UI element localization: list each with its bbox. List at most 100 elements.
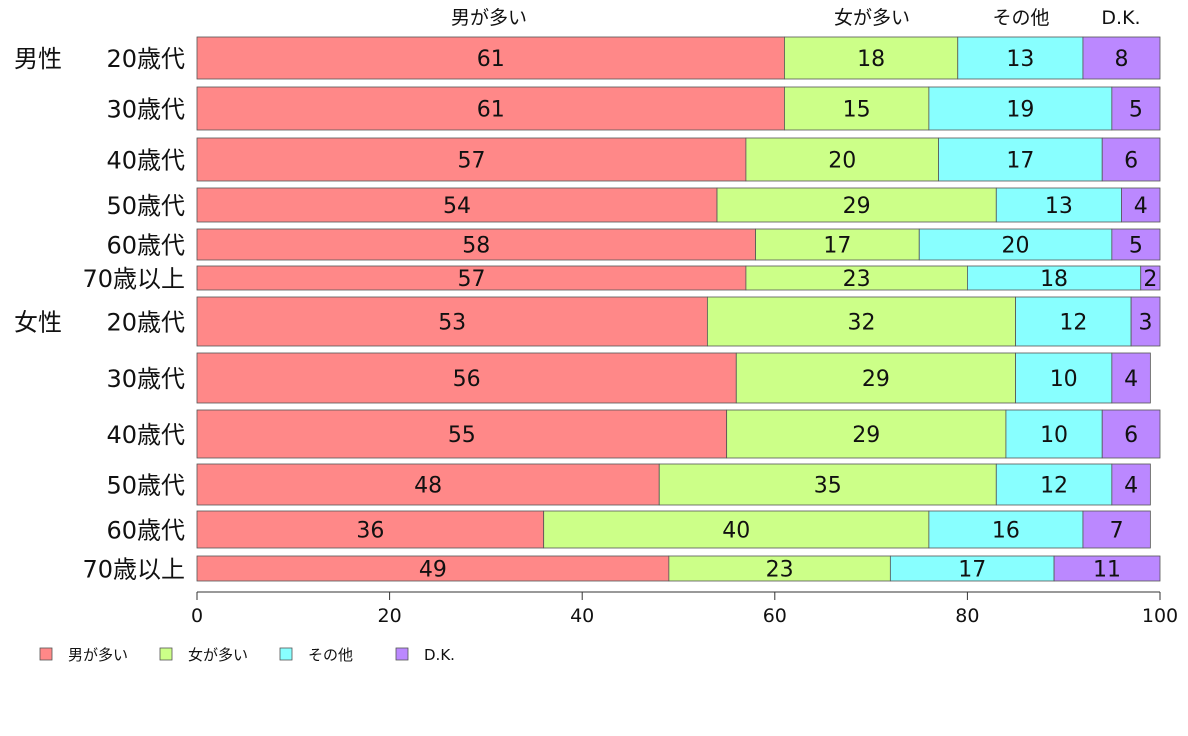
data-label: 4 xyxy=(1124,474,1138,499)
category-label: 50歳代 xyxy=(106,472,185,500)
category-label: 20歳代 xyxy=(106,309,185,337)
x-axis: 0 20 40 60 80 100 xyxy=(191,591,1178,627)
data-label: 29 xyxy=(852,423,880,448)
data-label: 17 xyxy=(823,234,851,259)
bar-segment xyxy=(196,228,756,261)
data-label: 55 xyxy=(448,423,476,448)
bar-segment xyxy=(928,86,1113,131)
bar-segment xyxy=(1015,296,1132,347)
bar-segment xyxy=(706,296,1016,347)
bar-segment xyxy=(196,296,708,347)
data-label: 2 xyxy=(1143,267,1157,292)
data-label: 29 xyxy=(862,367,890,392)
category-label: 70歳以上 xyxy=(82,265,185,293)
series-top-label: その他 xyxy=(992,7,1049,29)
bar-segment xyxy=(196,187,718,223)
bar-segment xyxy=(995,463,1113,506)
x-tick-label: 20 xyxy=(378,605,402,627)
data-label: 18 xyxy=(1040,267,1068,292)
x-tick-label: 60 xyxy=(763,605,787,627)
series-top-label: 女が多い xyxy=(834,7,910,29)
data-label: 11 xyxy=(1093,558,1121,583)
legend-label: 女が多い xyxy=(188,646,248,664)
bar-segment xyxy=(918,228,1113,261)
bar-segment xyxy=(735,352,1016,404)
data-label: 57 xyxy=(457,149,485,174)
bar-segment xyxy=(1121,187,1161,223)
data-label: 20 xyxy=(828,149,856,174)
bar-segment xyxy=(1101,137,1161,182)
series-top-label: 男が多い xyxy=(451,7,527,29)
data-label: 3 xyxy=(1139,311,1153,336)
series-top-label: D.K. xyxy=(1101,7,1140,29)
data-label: 49 xyxy=(419,558,447,583)
data-label: 5 xyxy=(1129,98,1143,123)
category-label: 50歳代 xyxy=(106,192,185,220)
bar-segment xyxy=(1111,86,1161,131)
group-label: 男性 xyxy=(14,45,62,73)
legend: 男が多い 女が多い その他 D.K. xyxy=(39,646,455,664)
data-label: 12 xyxy=(1040,474,1068,499)
data-label: 35 xyxy=(814,474,842,499)
data-label: 48 xyxy=(414,474,442,499)
bar-segment xyxy=(928,510,1084,549)
data-label: 4 xyxy=(1124,367,1138,392)
bar-segment xyxy=(1082,36,1161,80)
data-label: 56 xyxy=(453,367,481,392)
bar-segment xyxy=(784,36,959,80)
category-label: 40歳代 xyxy=(106,421,185,449)
bar-segment xyxy=(1140,265,1161,291)
bar-segment xyxy=(1111,228,1161,261)
category-label: 60歳代 xyxy=(106,517,185,545)
data-label: 54 xyxy=(443,194,471,219)
data-label: 10 xyxy=(1050,367,1078,392)
top-series-labels: 男が多い 女が多い その他 D.K. xyxy=(451,7,1141,29)
category-label: 20歳代 xyxy=(106,45,185,73)
legend-label: 男が多い xyxy=(68,646,128,664)
bar-segment xyxy=(196,265,747,291)
x-tick-label: 80 xyxy=(955,605,979,627)
bar-segment xyxy=(889,555,1055,582)
category-label: 40歳代 xyxy=(106,147,185,175)
legend-swatch xyxy=(39,647,53,661)
legend-swatch xyxy=(279,647,293,661)
data-label: 17 xyxy=(1006,149,1034,174)
data-label: 61 xyxy=(477,47,505,72)
bar-segment xyxy=(1015,352,1113,404)
bar-segment xyxy=(716,187,997,223)
bar-segment xyxy=(755,228,920,261)
bar-segment xyxy=(543,510,930,549)
bar-segment xyxy=(957,36,1084,80)
bar-segment xyxy=(196,463,660,506)
row-labels: 20歳代男性30歳代40歳代50歳代60歳代70歳以上20歳代女性30歳代40歳… xyxy=(14,45,185,584)
data-label: 4 xyxy=(1134,194,1148,219)
bar-segment xyxy=(196,86,785,131)
bar-segment xyxy=(658,463,997,506)
data-label: 57 xyxy=(457,267,485,292)
bar-segment xyxy=(196,555,670,582)
bar-segment xyxy=(196,36,785,80)
data-label: 16 xyxy=(992,519,1020,544)
bar-area: 61 18 13 861 15 19 557 20 17 654 29 13 458 17 20 557 23 1… xyxy=(196,36,1161,583)
data-label: 10 xyxy=(1040,423,1068,448)
data-label: 5 xyxy=(1129,234,1143,259)
group-label: 女性 xyxy=(14,309,62,337)
bar-segment xyxy=(196,137,747,182)
bar-segment xyxy=(745,137,939,182)
category-label: 30歳代 xyxy=(106,365,185,393)
bar-segment xyxy=(1111,352,1151,404)
data-label: 23 xyxy=(766,558,794,583)
data-label: 23 xyxy=(843,267,871,292)
legend-swatch xyxy=(395,647,409,661)
data-label: 12 xyxy=(1059,311,1087,336)
data-label: 36 xyxy=(356,519,384,544)
data-label: 19 xyxy=(1006,98,1034,123)
data-label: 29 xyxy=(843,194,871,219)
bar-segment xyxy=(745,265,968,291)
bar-segment xyxy=(1111,463,1151,506)
data-label: 58 xyxy=(462,234,490,259)
data-label: 8 xyxy=(1114,47,1128,72)
category-label: 70歳以上 xyxy=(82,556,185,584)
bar-segment xyxy=(1101,409,1161,459)
